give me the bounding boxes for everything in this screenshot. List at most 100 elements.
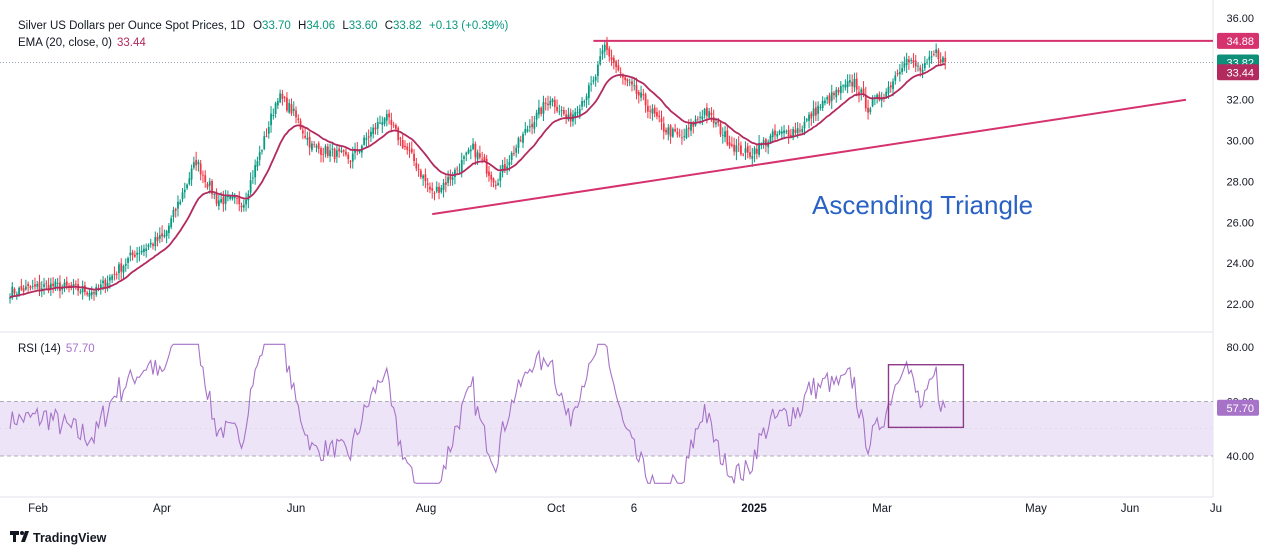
candle-body xyxy=(733,144,736,152)
candle-body xyxy=(794,129,797,133)
candle xyxy=(93,290,95,301)
candle-body xyxy=(370,131,372,137)
candle-body xyxy=(15,293,18,295)
candle xyxy=(615,59,617,74)
candle-body xyxy=(522,133,524,143)
candle-body xyxy=(676,131,679,135)
candle xyxy=(424,168,427,189)
candle-body xyxy=(258,152,261,160)
candle xyxy=(288,99,291,114)
candle-body xyxy=(290,104,293,114)
candle-body xyxy=(254,165,257,178)
candle-body xyxy=(424,174,427,182)
candle xyxy=(374,122,377,135)
candle xyxy=(606,36,608,56)
candle-body xyxy=(120,263,123,272)
candle-body xyxy=(483,156,486,161)
candle-body xyxy=(828,95,831,104)
candle-body xyxy=(74,283,77,285)
candle xyxy=(263,131,266,151)
candle xyxy=(849,74,851,87)
candle-body xyxy=(429,186,431,190)
candle-body xyxy=(703,108,706,116)
candle xyxy=(444,175,447,193)
candle xyxy=(97,284,100,292)
candle xyxy=(728,135,731,149)
candle-body xyxy=(45,283,48,285)
candle xyxy=(526,125,529,133)
candle-body xyxy=(469,149,472,152)
candle-body xyxy=(565,114,568,118)
candle xyxy=(86,290,89,297)
candle-body xyxy=(401,139,404,148)
candle xyxy=(851,74,854,94)
candle-body xyxy=(499,172,502,181)
candle xyxy=(889,81,892,93)
tradingview-brand[interactable]: TradingView xyxy=(33,531,107,545)
candle xyxy=(222,190,225,212)
candle-body xyxy=(551,99,554,102)
candle xyxy=(247,190,250,209)
candle xyxy=(628,78,631,87)
candle-body xyxy=(624,77,627,81)
candle xyxy=(106,275,109,292)
ascending-triangle-annotation[interactable]: Ascending Triangle xyxy=(812,190,1033,220)
candle-body xyxy=(492,178,495,183)
candle-body xyxy=(449,175,452,180)
candle xyxy=(926,58,928,65)
candle-series[interactable] xyxy=(9,36,947,304)
candle-body xyxy=(149,242,152,245)
candle xyxy=(131,249,134,261)
candle-body xyxy=(145,248,148,252)
candle-body xyxy=(306,137,309,140)
candle xyxy=(354,142,356,160)
candle-body xyxy=(143,248,145,252)
candle xyxy=(115,271,118,280)
candle-body xyxy=(108,277,111,281)
candle-body xyxy=(454,169,456,177)
time-axis[interactable]: Feb Apr Jun Aug Oct 6 2025 Mar May Jun Ju xyxy=(28,503,1222,515)
candle xyxy=(674,123,677,133)
candle-body xyxy=(311,143,313,150)
candle xyxy=(447,170,450,187)
candle xyxy=(197,159,200,172)
rsi-pane[interactable]: 57.70 xyxy=(0,343,1259,484)
candle xyxy=(113,266,116,281)
candle-body xyxy=(644,94,647,106)
rsi-line xyxy=(9,343,946,484)
candle-body xyxy=(267,127,270,134)
candle xyxy=(867,99,869,120)
candle xyxy=(753,146,756,163)
candle xyxy=(478,145,481,160)
candle xyxy=(31,279,34,290)
candle xyxy=(930,50,933,64)
candle-body xyxy=(837,89,840,93)
candle xyxy=(317,141,320,154)
tradingview-logo-icon[interactable] xyxy=(10,531,29,542)
candle-body xyxy=(746,146,749,153)
candle xyxy=(646,99,649,119)
candle-body xyxy=(528,126,531,128)
candle xyxy=(217,194,220,211)
candle-body xyxy=(783,130,785,134)
candle xyxy=(415,157,418,172)
candle xyxy=(81,280,84,300)
candle xyxy=(251,170,254,184)
candle-body xyxy=(59,282,61,292)
candle-body xyxy=(379,122,381,124)
candle xyxy=(751,147,754,167)
candle-body xyxy=(463,156,465,159)
candle xyxy=(488,165,490,182)
candle-body xyxy=(535,112,538,120)
candle-body xyxy=(796,128,799,134)
candle xyxy=(326,143,329,158)
candle-body xyxy=(730,144,733,146)
candle-body xyxy=(472,143,474,150)
candle-body xyxy=(233,196,236,199)
candle xyxy=(360,144,363,158)
candle xyxy=(669,124,672,144)
candle xyxy=(619,67,622,78)
candle-body xyxy=(331,148,334,150)
candle-body xyxy=(587,85,590,98)
